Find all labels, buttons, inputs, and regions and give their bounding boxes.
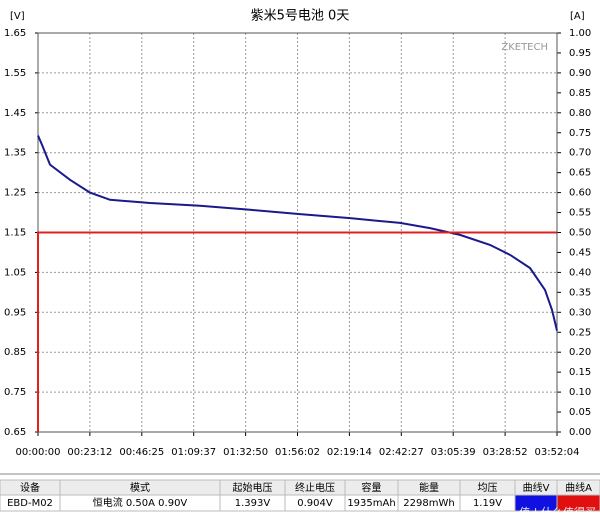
header-text: 终止电压	[295, 481, 335, 494]
y2-tick-label: 0.85	[569, 88, 591, 99]
header-text: 起始电压	[233, 481, 273, 494]
y-tick-label: 0.95	[4, 307, 26, 318]
y2-tick-label: 0.15	[569, 367, 591, 378]
header-text: 设备	[20, 481, 40, 494]
x-tick-label: 03:28:52	[483, 447, 528, 458]
y2-tick-label: 0.50	[569, 228, 591, 239]
y-tick-label: 1.65	[4, 28, 26, 39]
y-tick-label: 1.25	[4, 188, 26, 199]
y2-tick-label: 0.05	[569, 407, 591, 418]
y-tick-label: 1.45	[4, 108, 26, 119]
x-tick-label: 01:32:50	[223, 447, 268, 458]
y2-tick-label: 0.40	[569, 267, 591, 278]
y-tick-label: 0.75	[4, 387, 26, 398]
header-text: 能量	[419, 481, 439, 494]
y2-tick-label: 0.45	[569, 247, 591, 258]
y2-tick-label: 0.25	[569, 327, 591, 338]
x-tick-label: 01:56:02	[275, 447, 320, 458]
y-tick-label: 0.85	[4, 347, 26, 358]
x-tick-label: 00:00:00	[16, 447, 61, 458]
cell-text: EBD-M02	[7, 498, 53, 509]
cell-text: 2298mWh	[403, 498, 454, 509]
y2-tick-label: 0.00	[569, 427, 591, 438]
watermark: ZKETECH	[501, 42, 548, 53]
data-line	[37, 135, 558, 331]
y-axis-label: [V]	[10, 11, 25, 22]
y2-tick-label: 0.35	[569, 287, 591, 298]
x-tick-label: 02:19:14	[327, 447, 372, 458]
x-tick-label: 03:52:04	[535, 447, 580, 458]
x-tick-label: 03:05:39	[431, 447, 476, 458]
y-tick-label: 1.15	[4, 228, 26, 239]
cell-text: 0.904V	[297, 498, 333, 509]
y2-tick-label: 0.30	[569, 307, 591, 318]
y2-tick-label: 1.00	[569, 28, 591, 39]
cell-text: 1.19V	[473, 498, 502, 509]
stats-table: 设备 模式 起始电压 终止电压 容量 能量 均压 曲线V 曲线A EBD-M02 恒电流 0.50A…	[0, 473, 600, 519]
table-cell	[556, 494, 600, 512]
y2-tick-label: 0.95	[569, 48, 591, 59]
y-tick-label: 1.35	[4, 148, 26, 159]
y2-tick-label: 0.20	[569, 347, 591, 358]
y2-tick-label: 0.55	[569, 208, 591, 219]
y2-tick-label: 0.60	[569, 188, 591, 199]
header-text: 均压	[478, 482, 498, 494]
y2-tick-label: 0.90	[569, 68, 591, 79]
header-text: 曲线V	[523, 481, 550, 494]
chart-title: 紫米5号电池 0天	[251, 9, 350, 24]
header-text: 曲线A	[565, 481, 592, 494]
y2-tick-label: 0.65	[569, 168, 591, 179]
y2-tick-label: 0.10	[569, 387, 591, 398]
site-watermark: 值 | 什么值得买	[519, 506, 596, 519]
data-line	[37, 231, 557, 432]
y-tick-label: 1.05	[4, 267, 26, 278]
cell-text: 1.393V	[235, 498, 271, 509]
cell-text: 1935mAh	[347, 498, 395, 509]
x-tick-label: 00:46:25	[119, 447, 164, 458]
y2-tick-label: 0.70	[569, 148, 591, 159]
cell-text: 恒电流 0.50A 0.90V	[93, 496, 188, 509]
y-tick-label: 1.55	[4, 68, 26, 79]
y2-tick-label: 0.75	[569, 128, 591, 139]
y2-axis-label: [A]	[570, 11, 585, 22]
x-tick-label: 01:09:37	[171, 447, 216, 458]
x-tick-label: 00:23:12	[67, 447, 112, 458]
y2-tick-label: 0.80	[569, 108, 591, 119]
header-text: 容量	[362, 481, 382, 494]
header-text: 模式	[130, 481, 150, 494]
x-tick-label: 02:42:27	[379, 447, 424, 458]
y-tick-label: 0.65	[4, 427, 26, 438]
